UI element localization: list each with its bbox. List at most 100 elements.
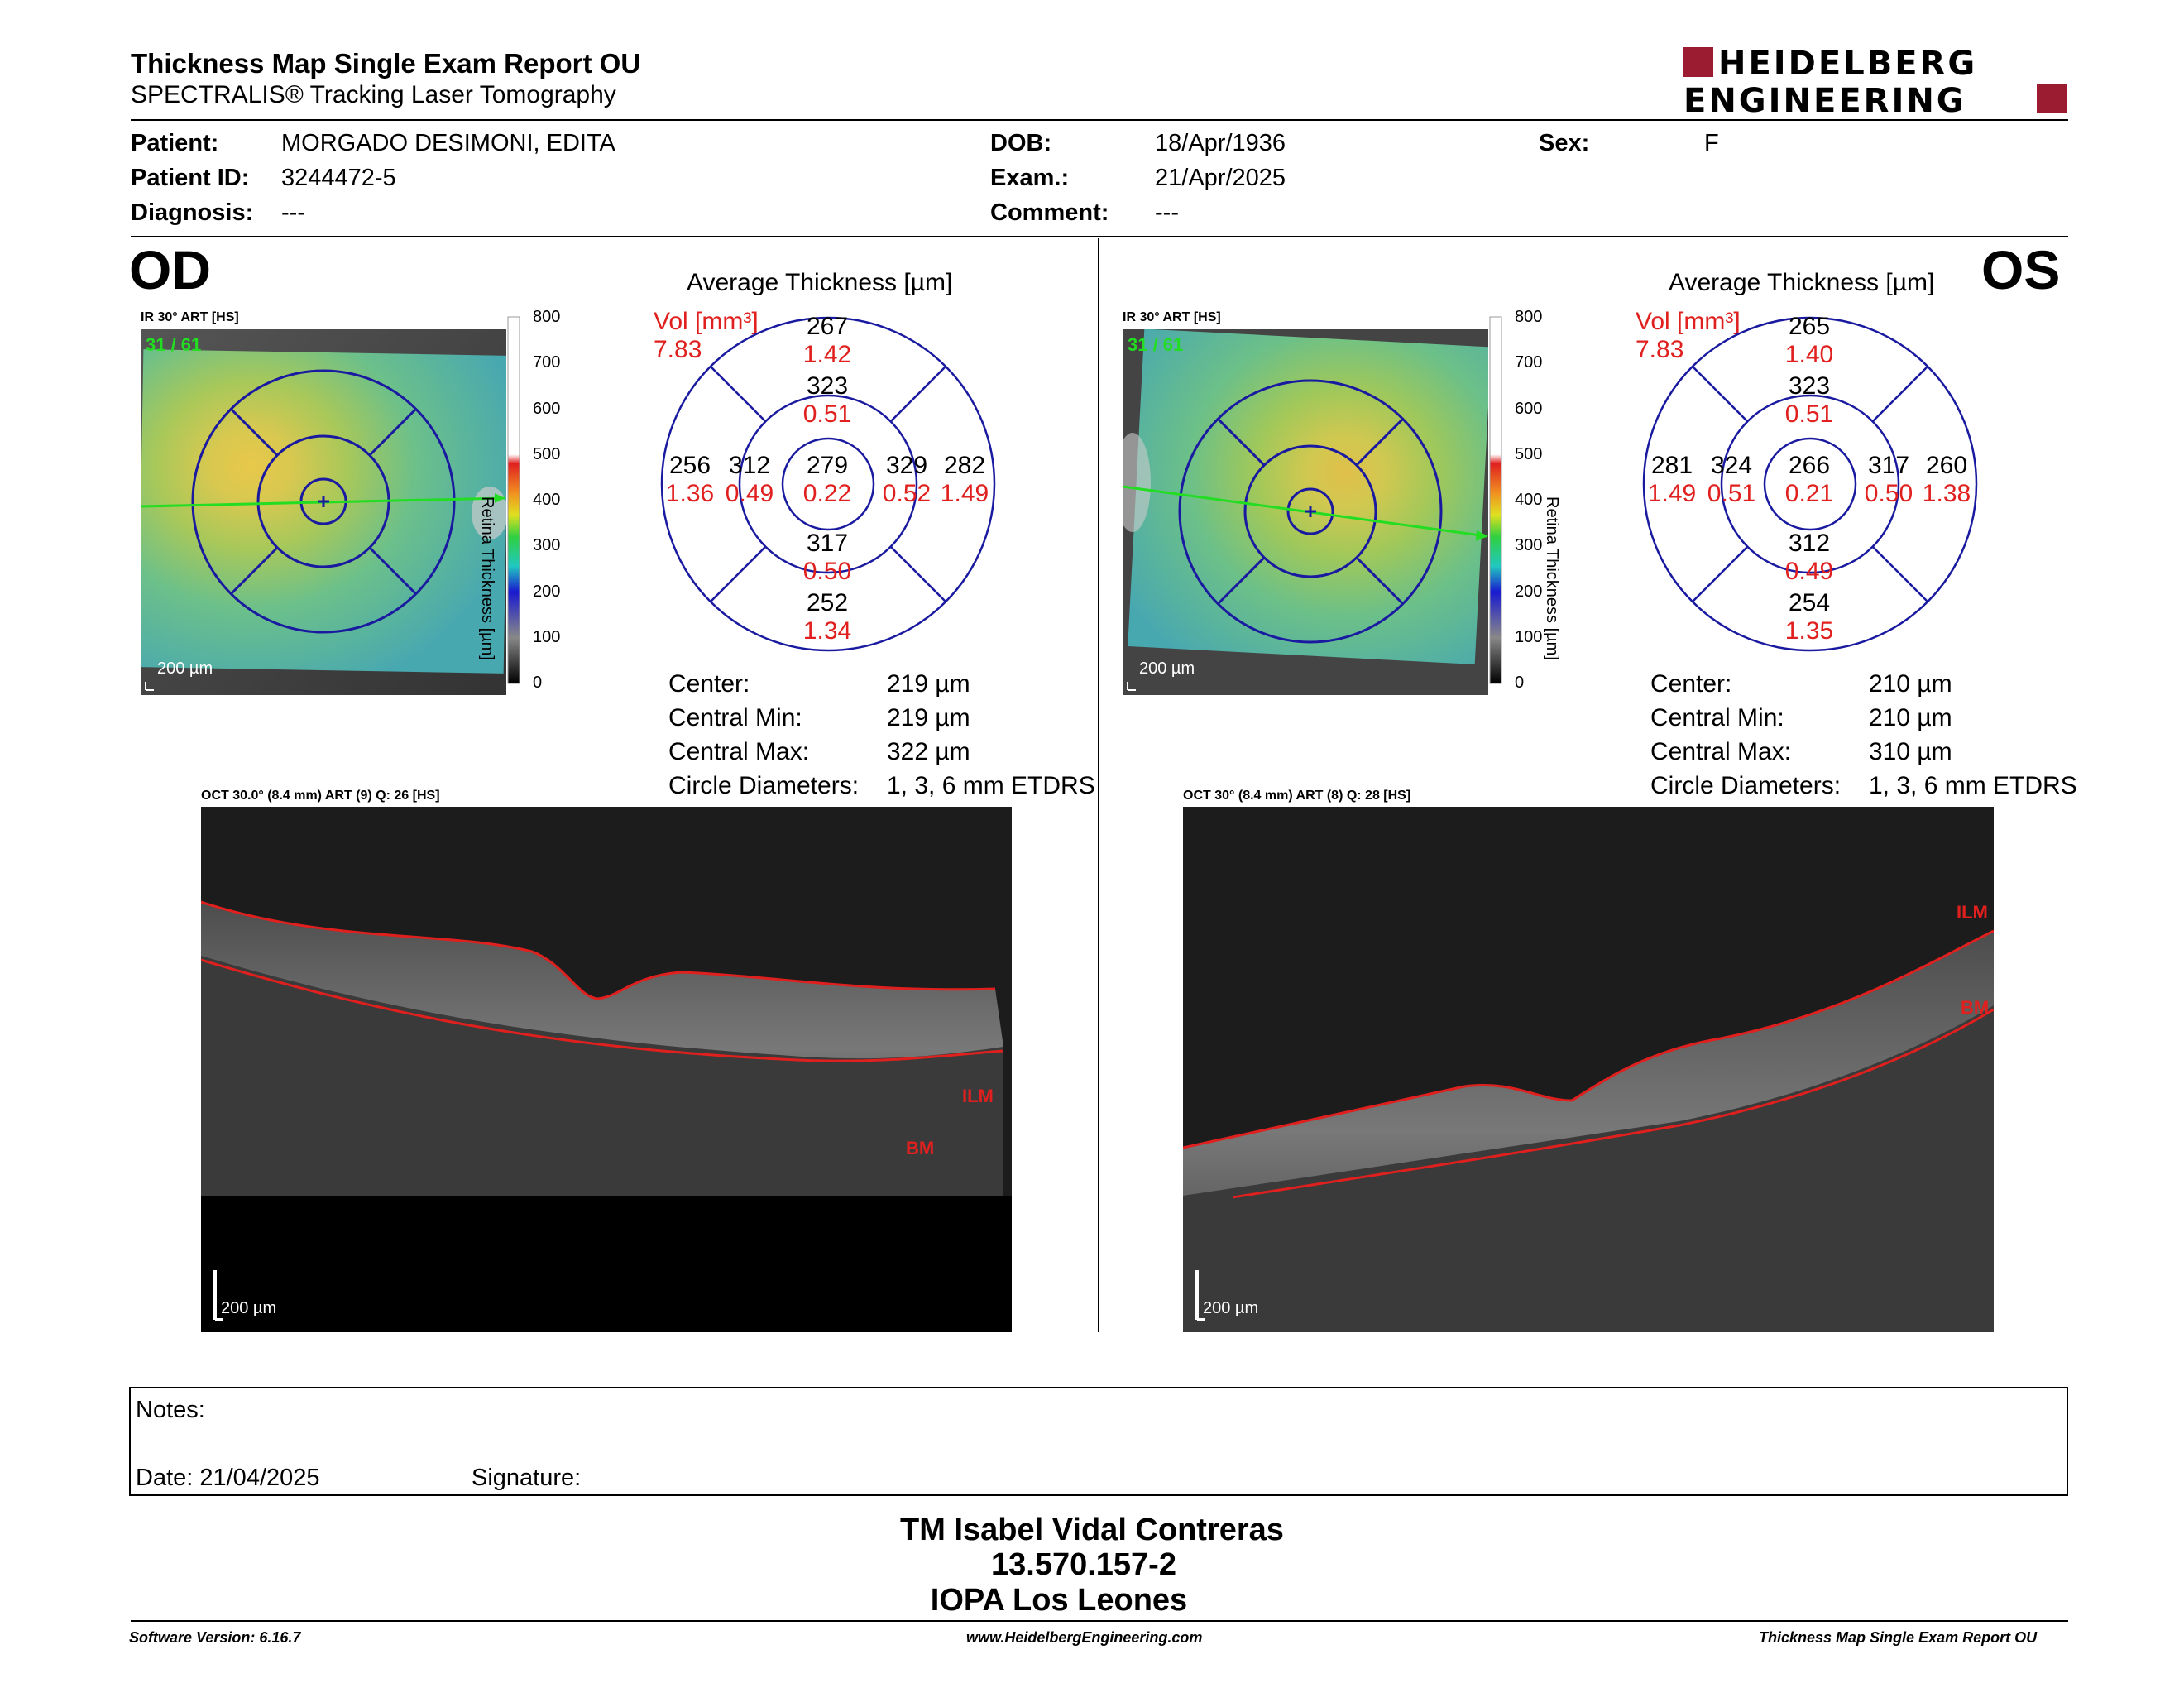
od-tick-0: 0 [533, 674, 543, 692]
os-stat-min-label: Central Min: [1650, 704, 1784, 731]
od-left-outer-volume: 1.36 [665, 480, 715, 507]
os-center-volume: 0.21 [1784, 480, 1834, 507]
os-map-counter: 31 / 61 [1128, 334, 1183, 355]
od-bottom-outer-volume: 1.34 [802, 617, 852, 645]
od-stat-min-label: Central Min: [668, 704, 802, 731]
dob-label: DOB: [990, 130, 1052, 156]
comment-value: --- [1155, 199, 1179, 226]
od-tick-600: 600 [533, 400, 561, 418]
os-top-inner-volume: 0.51 [1784, 400, 1834, 428]
od-stat-max-value: 322 µm [887, 738, 970, 765]
os-center-thickness: 266 [1788, 452, 1831, 479]
footer-software: Software Version: 6.16.7 [129, 1629, 301, 1646]
os-tick-800: 800 [1515, 308, 1543, 326]
os-left-outer-thickness: 281 [1650, 452, 1693, 479]
notes-signature-label: Signature: [472, 1465, 582, 1491]
notes-date: Date: 21/04/2025 [136, 1465, 320, 1491]
os-top-outer-thickness: 265 [1788, 313, 1831, 340]
os-tick-600: 600 [1515, 400, 1543, 418]
os-oct-label: OCT 30° (8.4 mm) ART (8) Q: 28 [HS] [1183, 789, 1411, 803]
od-vol-value: 7.83 [654, 336, 702, 363]
od-right-outer-thickness: 282 [943, 452, 986, 479]
os-tick-100: 100 [1515, 628, 1543, 646]
exam-value: 21/Apr/2025 [1155, 165, 1286, 191]
os-tick-200: 200 [1515, 583, 1543, 601]
os-right-inner-volume: 0.50 [1864, 480, 1913, 507]
od-top-inner-volume: 0.51 [802, 400, 852, 428]
od-center-thickness: 279 [806, 452, 849, 479]
sex-label: Sex: [1539, 130, 1590, 156]
notes-box[interactable]: Notes: Date: 21/04/2025 Signature: [129, 1387, 2068, 1496]
os-right-outer-volume: 1.38 [1922, 480, 1971, 507]
od-oct-scan: ILM BM 200 µm [200, 807, 1012, 1332]
os-tick-0: 0 [1515, 674, 1525, 692]
od-etdrs-grid [659, 314, 998, 654]
signer-institution: IOPA Los Leones [930, 1583, 1188, 1618]
od-map-scale: 200 µm [157, 659, 213, 678]
notes-label: Notes: [136, 1397, 205, 1423]
od-tick-500: 500 [533, 445, 561, 463]
sex-value: F [1704, 130, 1719, 156]
os-top-outer-volume: 1.40 [1784, 341, 1834, 368]
od-stat-diam-label: Circle Diameters: [668, 772, 860, 799]
od-left-inner-volume: 0.49 [725, 480, 774, 507]
os-stat-center-value: 210 µm [1869, 670, 1952, 698]
os-thickness-map: 31 / 61 200 µm [1114, 328, 1492, 695]
os-vol-label: Vol [mm³] [1636, 308, 1741, 335]
od-left-inner-thickness: 312 [728, 452, 771, 479]
os-stat-min-value: 210 µm [1869, 704, 1952, 731]
os-bottom-outer-thickness: 254 [1788, 589, 1831, 616]
od-bottom-outer-thickness: 252 [806, 589, 849, 616]
od-vol-label: Vol [mm³] [654, 308, 759, 335]
os-right-outer-thickness: 260 [1925, 452, 1968, 479]
footer-website[interactable]: www.HeidelbergEngineering.com [966, 1629, 1203, 1646]
os-bm-label: BM [1961, 997, 1989, 1018]
od-right-inner-volume: 0.52 [882, 480, 932, 507]
od-colorbar-title: Retina Thickness [µm] [478, 496, 496, 660]
os-stat-max-value: 310 µm [1869, 738, 1952, 765]
report-title: Thickness Map Single Exam Report OU [131, 48, 641, 79]
patient-id-label: Patient ID: [131, 165, 250, 191]
od-ir-label: IR 30° ART [HS] [141, 310, 239, 324]
od-oct-scale: 200 µm [221, 1299, 276, 1317]
od-tick-800: 800 [533, 308, 561, 326]
od-map-counter: 31 / 61 [146, 334, 201, 355]
os-etdrs-grid [1640, 314, 1980, 654]
od-tick-200: 200 [533, 583, 561, 601]
patient-name: MORGADO DESIMONI, EDITA [281, 130, 615, 156]
od-center-volume: 0.22 [802, 480, 852, 507]
od-colorbar [506, 313, 606, 702]
os-tick-700: 700 [1515, 353, 1543, 372]
footer-report-name: Thickness Map Single Exam Report OU [1759, 1629, 2038, 1646]
od-bottom-inner-thickness: 317 [806, 530, 849, 557]
logo-line2: ENGINEERING [1684, 82, 1966, 116]
os-vol-value: 7.83 [1636, 336, 1684, 363]
od-left-outer-thickness: 256 [668, 452, 711, 479]
os-left-inner-volume: 0.51 [1707, 480, 1756, 507]
od-bm-label: BM [906, 1138, 934, 1158]
os-stat-max-label: Central Max: [1650, 738, 1792, 765]
od-tick-300: 300 [533, 536, 561, 554]
os-right-inner-thickness: 317 [1867, 452, 1910, 479]
od-avg-title: Average Thickness [µm] [687, 269, 953, 296]
od-stat-max-label: Central Max: [668, 738, 810, 765]
os-avg-title: Average Thickness [µm] [1669, 269, 1935, 296]
od-top-inner-thickness: 323 [806, 372, 849, 400]
os-colorbar [1488, 313, 1588, 702]
od-stat-diam-value: 1, 3, 6 mm ETDRS [887, 772, 1095, 799]
diagnosis-value: --- [281, 199, 305, 226]
os-stat-center-label: Center: [1650, 670, 1732, 698]
od-bottom-inner-volume: 0.50 [802, 558, 852, 585]
od-ilm-label: ILM [962, 1086, 994, 1106]
comment-label: Comment: [990, 199, 1109, 226]
od-stat-center-label: Center: [668, 670, 750, 698]
os-ilm-label: ILM [1956, 902, 1988, 923]
os-left-inner-thickness: 324 [1710, 452, 1753, 479]
od-top-outer-volume: 1.42 [802, 341, 852, 368]
patient-label: Patient: [131, 130, 219, 156]
od-stat-min-value: 219 µm [887, 704, 970, 731]
os-tick-400: 400 [1515, 491, 1543, 509]
od-tick-100: 100 [533, 628, 561, 646]
od-tick-700: 700 [533, 353, 561, 372]
report-subtitle: SPECTRALIS® Tracking Laser Tomography [131, 81, 616, 108]
